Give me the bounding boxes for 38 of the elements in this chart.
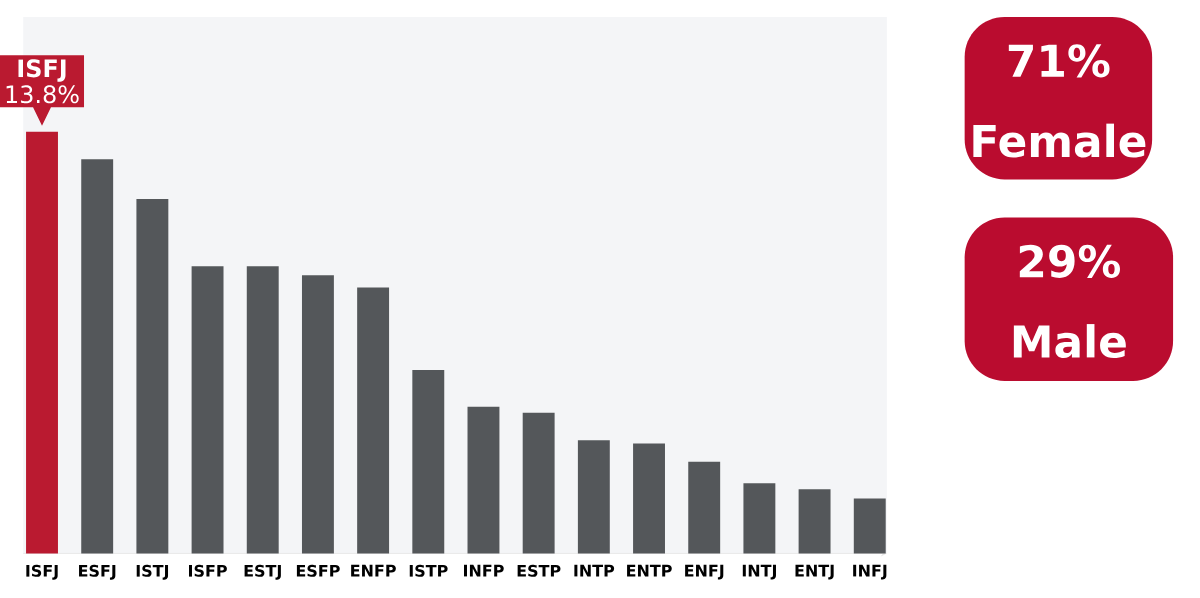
bar [301, 275, 334, 554]
x-tick-label: ISFJ [26, 564, 58, 580]
bar [743, 482, 776, 554]
x-tick-label: ISTP [409, 564, 448, 577]
bar [246, 265, 279, 554]
x-tick-label: ENTJ [795, 564, 834, 580]
bar [522, 412, 555, 554]
x-tick-label: INTJ [742, 564, 776, 580]
annotation: ISFJ [18, 59, 66, 82]
bar [26, 131, 58, 554]
bar [577, 440, 610, 554]
text: 29% [1019, 244, 1120, 278]
bar [688, 461, 721, 554]
bar [633, 443, 665, 554]
bar [853, 498, 886, 554]
x-tick-label: ISTJ [136, 564, 169, 580]
bar [467, 406, 500, 554]
bar [136, 198, 169, 554]
x-tick-label: ESFP [296, 564, 340, 577]
bar [357, 287, 390, 554]
x-tick-label: INFP [464, 564, 504, 577]
x-tick-label: ESTJ [244, 564, 281, 580]
x-tick-label: ESTP [517, 564, 561, 577]
x-tick-label: INFJ [853, 564, 887, 580]
text: Female [973, 123, 1146, 158]
bar [412, 369, 445, 554]
x-tick-label: ISFP [189, 564, 227, 577]
x-tick-label: ESFJ [79, 564, 116, 580]
x-tick-label: ENTP [627, 564, 672, 577]
x-tick-label: INTP [574, 564, 615, 577]
bar [191, 265, 224, 554]
text: 71% [1008, 44, 1110, 78]
x-tick-label: ENFJ [685, 564, 724, 580]
x-tick-label: ENFP [351, 564, 396, 577]
data-label: 13.8% [6, 85, 79, 104]
text: Male [1013, 323, 1126, 358]
bar [81, 158, 114, 554]
bar [798, 489, 831, 554]
